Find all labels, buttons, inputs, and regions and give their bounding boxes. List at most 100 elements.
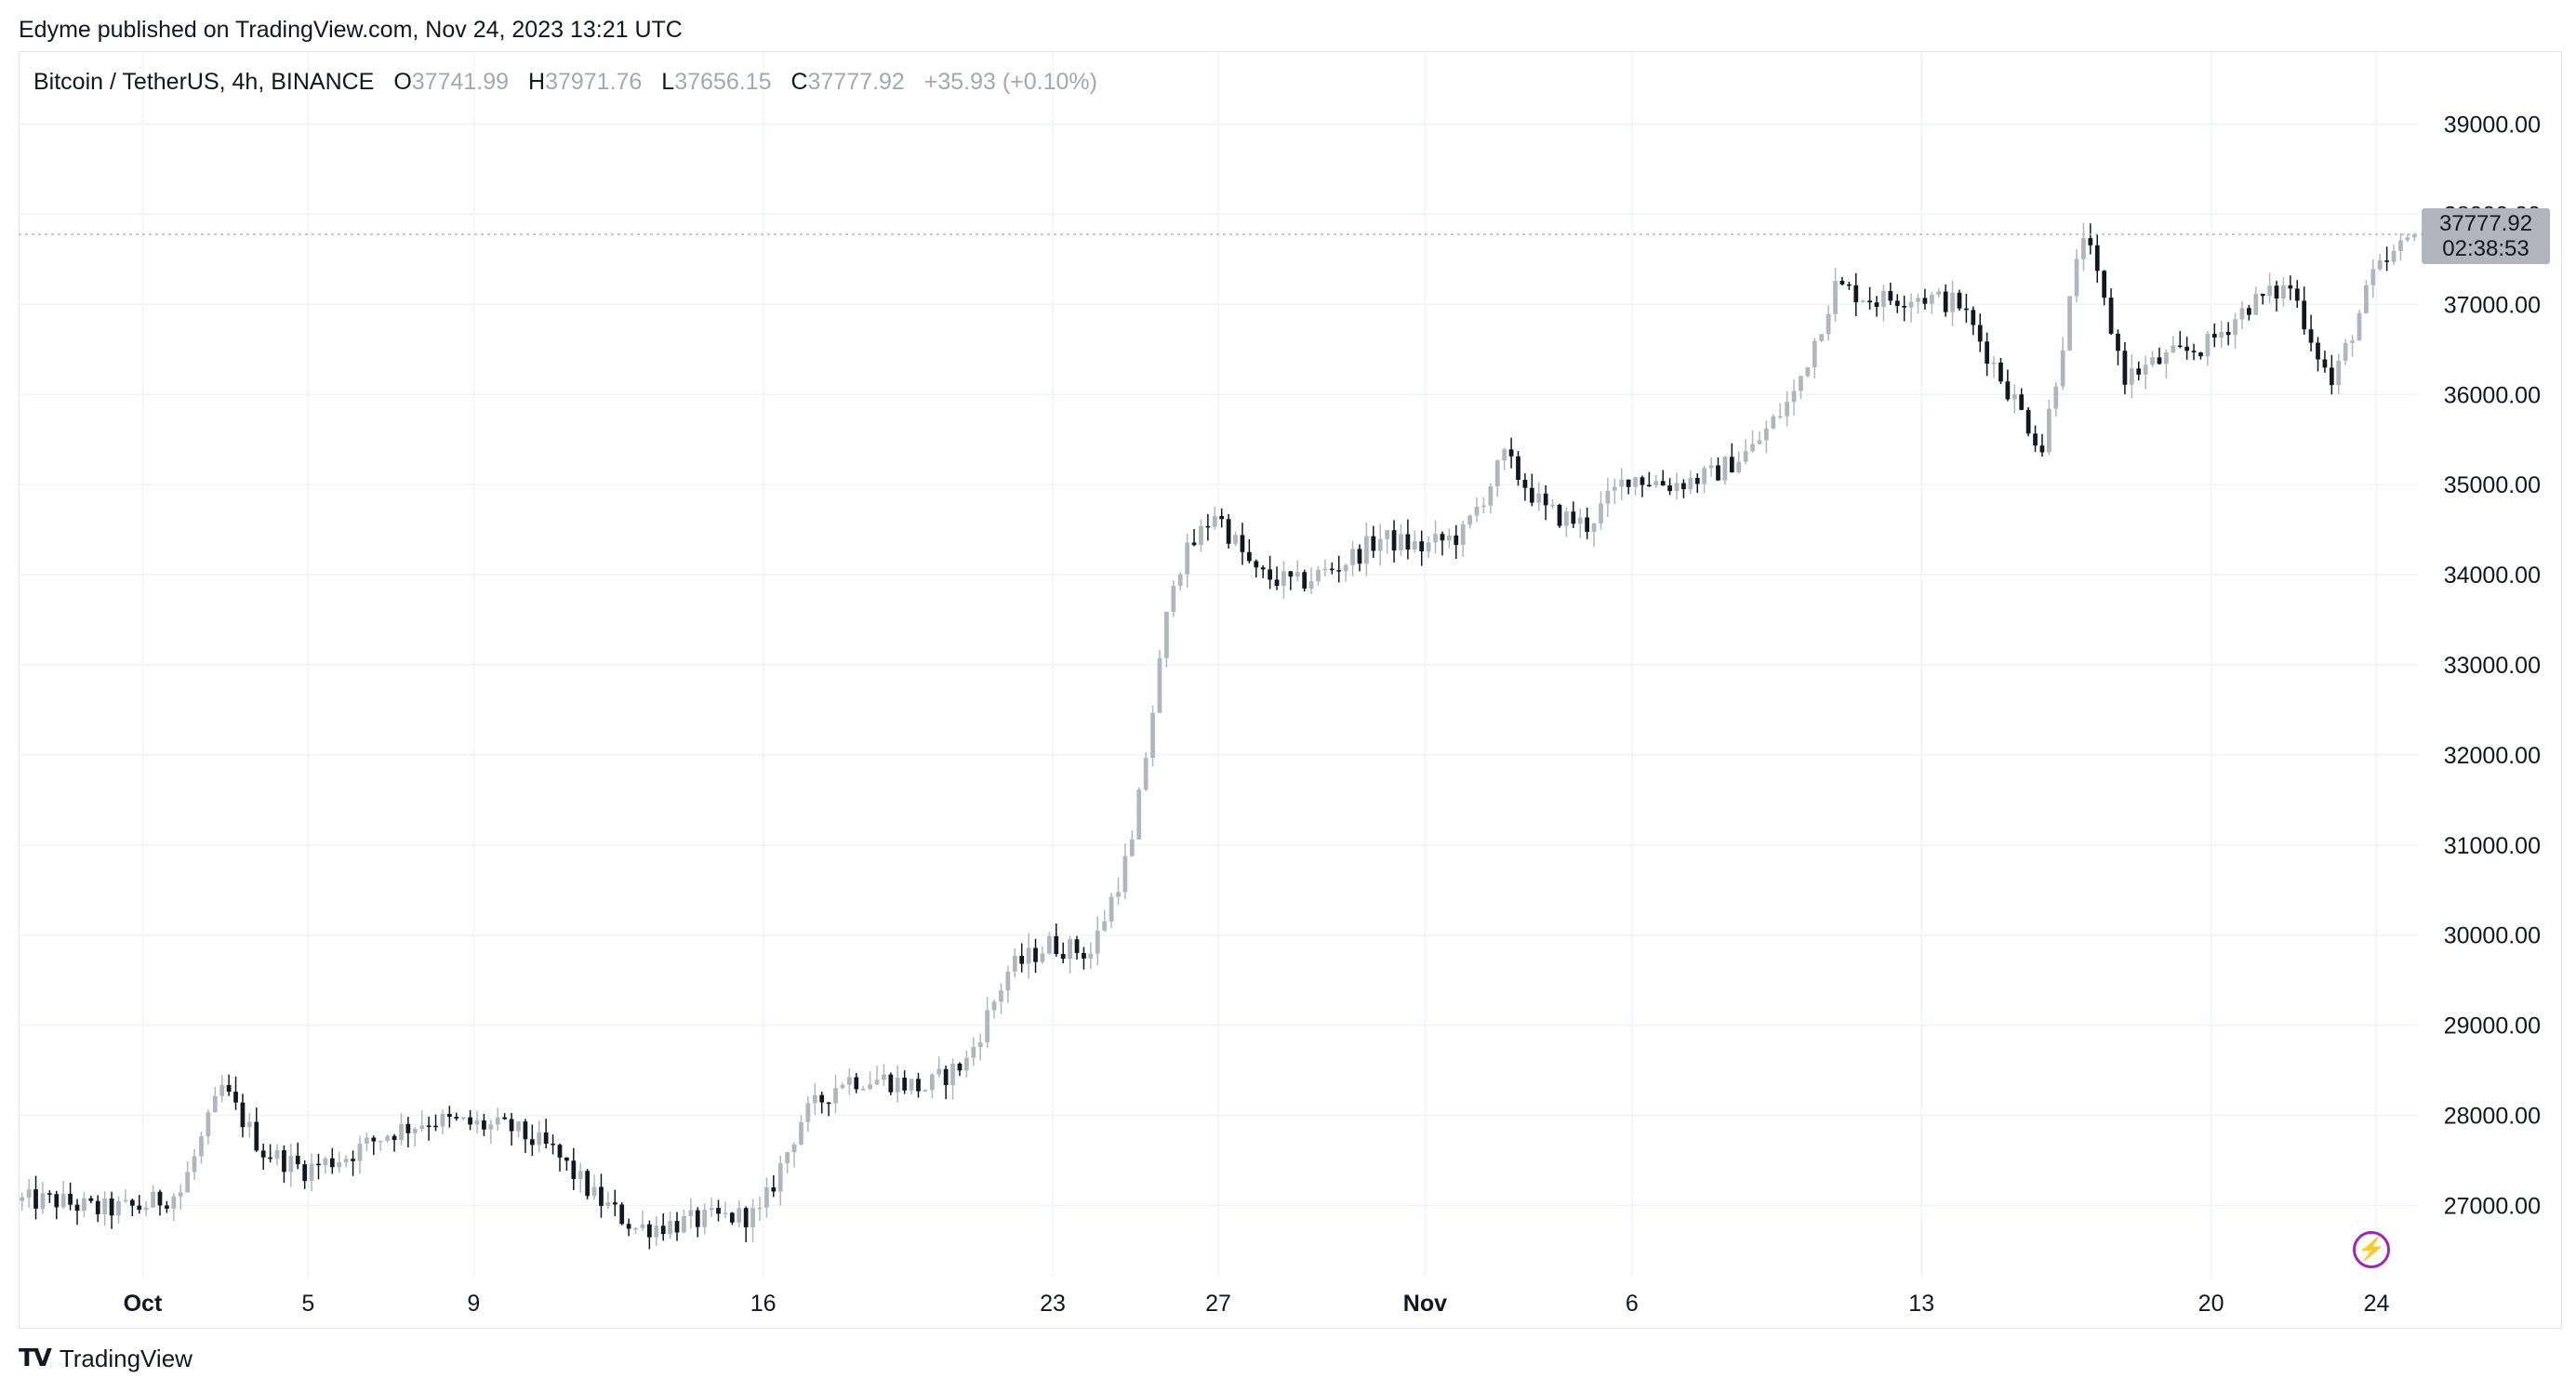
candle-down (1240, 535, 1245, 552)
candle-up (385, 1135, 391, 1141)
candle-down (1419, 541, 1425, 551)
candle-up (199, 1136, 204, 1157)
candle-down (2191, 351, 2197, 353)
candle-up (2370, 269, 2376, 285)
candle-down (2329, 367, 2334, 386)
candle-up (723, 1212, 728, 1214)
candle-down (1716, 465, 1720, 481)
y-tick-label: 35000.00 (2444, 472, 2541, 498)
candle-up (460, 1117, 466, 1119)
candle-down (2116, 333, 2120, 351)
x-tick-label: Nov (1403, 1291, 1447, 1317)
candle-up (2377, 260, 2383, 270)
candle-up (219, 1084, 225, 1096)
candle-down (1074, 939, 1080, 953)
candle-up (2336, 360, 2342, 386)
candle-down (129, 1199, 135, 1206)
candle-down (1571, 511, 1576, 524)
candle-down (33, 1189, 38, 1209)
candle-down (446, 1113, 452, 1118)
candle-down (268, 1157, 272, 1159)
candle-up (799, 1121, 803, 1145)
candle-up (2164, 351, 2169, 364)
candle-up (1612, 486, 1617, 491)
bar-countdown: 02:38:53 (2442, 236, 2530, 261)
candle-up (874, 1080, 880, 1085)
y-tick-label: 34000.00 (2444, 563, 2541, 589)
y-tick-label: 39000.00 (2444, 113, 2541, 139)
tradingview-logo[interactable]: TV TradingView (19, 1345, 193, 1373)
candle-down (729, 1212, 735, 1223)
candle-down (585, 1171, 591, 1197)
last-price-value: 37777.92 (2438, 211, 2533, 236)
candle-up (1281, 571, 1286, 587)
x-tick-label: 23 (1040, 1291, 1066, 1317)
candle-up (764, 1187, 769, 1208)
candle-down (329, 1158, 335, 1168)
candle-up (2343, 342, 2348, 361)
candle-up (378, 1140, 383, 1143)
candle-down (1357, 549, 1362, 564)
candle-down (433, 1125, 438, 1128)
candle-down (2122, 351, 2128, 385)
candle-up (171, 1196, 177, 1209)
candle-down (2198, 352, 2203, 357)
lightning-icon[interactable]: ⚡ (2353, 1231, 2390, 1268)
candle-down (54, 1194, 60, 1208)
legend-close-value: 37777.92 (807, 69, 905, 95)
candle-down (302, 1164, 308, 1182)
candle-up (2046, 408, 2052, 453)
candle-up (2281, 285, 2286, 298)
candle-up (1764, 428, 1769, 441)
candle-down (1060, 954, 1066, 960)
candle-up (143, 1207, 149, 1210)
candle-down (1894, 300, 1900, 307)
candle-down (1302, 572, 1308, 589)
candle-down (392, 1135, 397, 1141)
candle-up (1750, 444, 1755, 452)
candle-down (157, 1191, 163, 1206)
candle-up (323, 1158, 328, 1166)
candle-down (2005, 381, 2011, 400)
candle-up (1446, 535, 1452, 541)
candle-up (1068, 939, 1072, 960)
candle-down (2211, 334, 2217, 338)
price-axis[interactable]: 27000.00 28000.00 29000.00 30000.00 31000.00… (2444, 113, 2541, 1220)
candle-up (1908, 301, 1914, 308)
candle-up (1494, 460, 1500, 486)
y-tick-label: 27000.00 (2444, 1193, 2541, 1219)
candle-down (660, 1225, 666, 1235)
candle-up (2012, 394, 2017, 400)
candle-down (523, 1121, 528, 1140)
candle-down (502, 1117, 508, 1119)
candle-up (2239, 308, 2245, 320)
candle-down (1585, 517, 1590, 532)
candle-up (419, 1125, 425, 1129)
candle-up (246, 1121, 252, 1128)
candle-up (737, 1208, 742, 1223)
candle-up (1950, 292, 1955, 312)
x-tick-label: 27 (1205, 1291, 1231, 1317)
candle-up (516, 1121, 521, 1132)
candle-up (2053, 386, 2059, 409)
candle-up (923, 1090, 928, 1092)
candle-up (412, 1128, 418, 1133)
candle-up (1026, 947, 1031, 964)
candle-up (1674, 483, 1680, 492)
candle-down (88, 1198, 94, 1201)
candle-down (2288, 285, 2293, 289)
candle-down (695, 1210, 700, 1227)
candle-down (1336, 570, 1342, 572)
candle-up (702, 1210, 708, 1227)
candlestick-chart[interactable]: 27000.00 28000.00 29000.00 30000.00 31000.00… (0, 0, 2576, 1339)
time-axis[interactable]: Oct 5 9 16 23 27 Nov 6 13 20 24 (124, 1291, 2390, 1317)
candle-up (846, 1077, 852, 1085)
publisher-text: Edyme published on TradingView.com, Nov … (19, 17, 683, 43)
candle-down (646, 1224, 652, 1238)
candle-down (1508, 449, 1514, 457)
legend-open-value: 37741.99 (411, 69, 510, 95)
candle-up (2253, 293, 2259, 315)
candle-up (2219, 331, 2224, 338)
candle-up (1122, 855, 1128, 893)
legend-symbol[interactable]: Bitcoin / TetherUS, 4h, BINANCE (33, 69, 375, 95)
